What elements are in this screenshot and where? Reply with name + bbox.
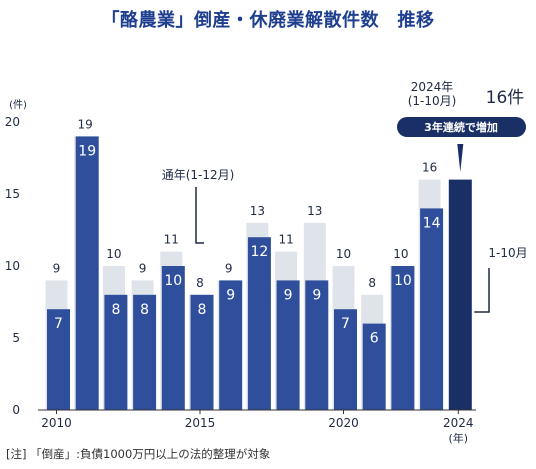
y-tick-label: 15	[5, 187, 20, 201]
jan-oct-bar	[104, 294, 128, 410]
jan-oct-bar	[47, 309, 70, 410]
jan-oct-value-label: 10	[164, 273, 182, 289]
jan-oct-bar	[420, 208, 444, 410]
full-year-value-label: 16	[422, 161, 437, 175]
jan-oct-callout-line	[474, 268, 490, 313]
full-year-value-label: 11	[278, 233, 293, 247]
full-year-annotation: 通年(1-12月)	[162, 168, 235, 182]
y-tick-label: 0	[12, 403, 20, 417]
jan-oct-bar	[161, 266, 185, 410]
jan-oct-bar	[305, 280, 329, 410]
jan-oct-value-label: 9	[312, 287, 321, 303]
full-year-value-label: 9	[139, 261, 147, 275]
x-tick-label: 2015	[185, 416, 216, 430]
jan-oct-value-label: 8	[198, 302, 207, 318]
jan-oct-bar	[190, 294, 214, 410]
full-year-value-label: 8	[368, 276, 376, 290]
y-tick-label: 20	[5, 115, 20, 129]
jan-oct-value-label: 6	[370, 331, 379, 347]
jan-oct-value-label: 12	[250, 244, 268, 260]
jan-oct-bar	[247, 237, 271, 410]
jan-oct-value-label: 19	[78, 143, 96, 159]
jan-oct-bar	[448, 179, 472, 410]
highlight-year-label: 2024年	[411, 80, 454, 94]
jan-oct-bar	[133, 294, 157, 410]
jan-oct-bar	[362, 323, 386, 410]
jan-oct-value-label: 8	[140, 302, 149, 318]
jan-oct-value-label: 14	[423, 215, 441, 231]
badge-pointer	[457, 144, 464, 172]
chart-title: 「酪農業」倒産・休廃業解散件数 推移	[101, 10, 435, 31]
jan-oct-bar	[219, 280, 243, 410]
badge-text: 3年連続で増加	[424, 120, 498, 134]
full-year-value-label: 10	[336, 247, 351, 261]
y-tick-label: 10	[5, 259, 20, 273]
jan-oct-bar	[276, 280, 300, 410]
highlight-period-label: (1-10月)	[408, 94, 457, 108]
jan-oct-annotation: 1-10月	[488, 246, 527, 260]
x-tick-label: 2020	[328, 416, 359, 430]
jan-oct-value-label: 10	[394, 273, 412, 289]
full-year-value-label: 9	[53, 261, 61, 275]
y-tick-label: 5	[12, 331, 20, 345]
full-year-callout-line	[195, 187, 204, 244]
x-tick-label: 2024	[443, 416, 474, 430]
badge-pill	[397, 117, 526, 137]
x-axis-unit: (年)	[449, 431, 469, 445]
jan-oct-value-label: 9	[226, 287, 235, 303]
x-tick-label: 2010	[41, 416, 72, 430]
full-year-value-label: 19	[78, 117, 93, 131]
jan-oct-bar	[75, 136, 99, 410]
full-year-value-label: 13	[307, 204, 322, 218]
full-year-value-label: 8	[196, 276, 204, 290]
full-year-value-label: 10	[106, 247, 121, 261]
footnote: [注] 「倒産」:負債1000万円以上の法的整理が対象	[6, 447, 271, 461]
full-year-value-label: 9	[225, 261, 233, 275]
jan-oct-bar	[334, 309, 357, 410]
y-axis-unit: (件)	[9, 99, 27, 111]
jan-oct-value-label: 8	[111, 302, 120, 318]
full-year-value-label: 11	[164, 233, 179, 247]
jan-oct-value-label: 9	[284, 287, 293, 303]
highlight-value-label: 16件	[486, 88, 525, 108]
jan-oct-value-label: 7	[341, 316, 350, 332]
jan-oct-value-label: 7	[54, 316, 63, 332]
full-year-value-label: 13	[250, 204, 265, 218]
jan-oct-bar	[391, 266, 415, 410]
full-year-value-label: 10	[393, 247, 408, 261]
